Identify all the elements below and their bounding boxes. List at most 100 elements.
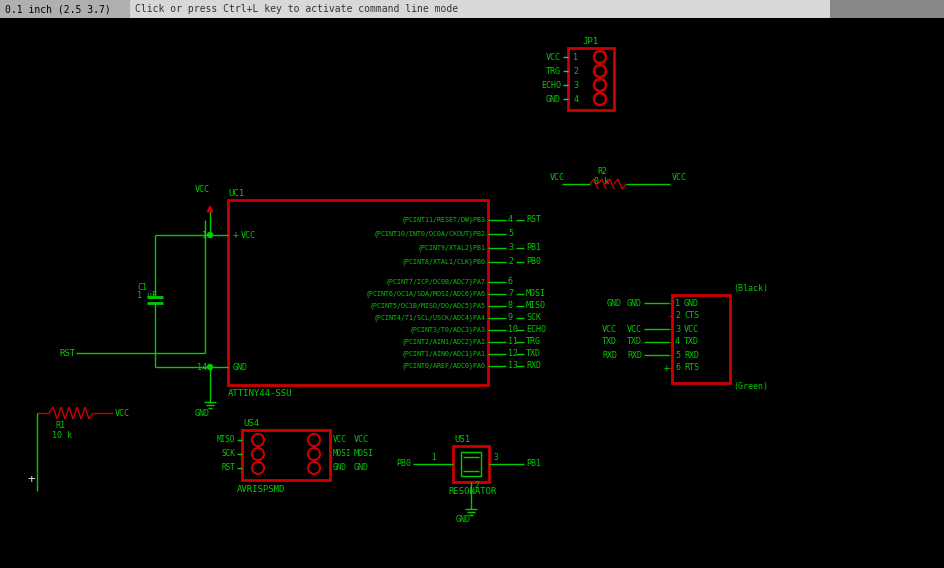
Text: PB1: PB1 [526, 460, 541, 469]
Text: {PCINT11/RESET/DW}PB3: {PCINT11/RESET/DW}PB3 [401, 216, 485, 223]
Text: 11: 11 [508, 337, 518, 346]
Text: TRG: TRG [546, 66, 561, 76]
Text: 7: 7 [508, 290, 513, 299]
Text: 3: 3 [493, 453, 497, 461]
Text: UC1: UC1 [228, 189, 244, 198]
Text: ECHO: ECHO [541, 81, 561, 90]
Text: PB0: PB0 [526, 257, 541, 266]
Text: RESONATOR: RESONATOR [448, 487, 497, 495]
Text: 4: 4 [574, 94, 579, 103]
Text: GND: GND [684, 299, 699, 307]
Text: {PCINT9/XTAL2}PB1: {PCINT9/XTAL2}PB1 [417, 245, 485, 252]
Text: 1: 1 [431, 453, 435, 461]
Text: VCC: VCC [684, 324, 699, 333]
Text: VCC: VCC [672, 173, 687, 182]
Text: {PCINT8/XTAL1/CLK}PB0: {PCINT8/XTAL1/CLK}PB0 [401, 258, 485, 265]
Text: RXD: RXD [684, 350, 699, 360]
Text: {PCINT0/AREF/ADC0}PA0: {PCINT0/AREF/ADC0}PA0 [401, 362, 485, 369]
Text: MISO: MISO [216, 436, 235, 445]
Text: MOSI: MOSI [333, 449, 351, 458]
Text: +: + [27, 473, 35, 486]
Text: RST: RST [59, 349, 75, 357]
Text: Click or press Ctrl+L key to activate command line mode: Click or press Ctrl+L key to activate co… [135, 4, 458, 14]
Bar [461, 452, 481, 476]
Text: GND: GND [546, 94, 561, 103]
Text: {PCINT1/AIN0/ADC1}PA1: {PCINT1/AIN0/ADC1}PA1 [401, 350, 485, 357]
Text: SCK: SCK [526, 314, 541, 323]
Text: 13: 13 [508, 361, 518, 370]
Text: ECHO: ECHO [526, 325, 546, 335]
Bar [830, 0, 944, 18]
Text: 2: 2 [474, 482, 479, 491]
Text: 3: 3 [574, 81, 579, 90]
Text: 1: 1 [675, 299, 680, 307]
Text: RST: RST [526, 215, 541, 224]
Bar [228, 200, 488, 385]
Text: {PCINT5/OC1B/MISO/DO/ADC5}PA5: {PCINT5/OC1B/MISO/DO/ADC5}PA5 [369, 303, 485, 310]
Text: RTS: RTS [684, 364, 699, 373]
Bar [130, 0, 830, 18]
Text: VCC: VCC [333, 436, 346, 445]
Text: {PCINT7/ICP/OC0B/ADC7}PA7: {PCINT7/ICP/OC0B/ADC7}PA7 [385, 279, 485, 285]
Text: CTS: CTS [684, 311, 699, 320]
Text: 3: 3 [675, 324, 680, 333]
Text: 1: 1 [574, 52, 579, 61]
Text: AVRISPSMD: AVRISPSMD [237, 485, 285, 494]
Text: RXD: RXD [602, 350, 617, 360]
Text: GND: GND [333, 463, 346, 473]
Text: MISO: MISO [526, 302, 546, 311]
Text: {PCINT2/AIN1/ADC2}PA2: {PCINT2/AIN1/ADC2}PA2 [401, 339, 485, 345]
Text: 3: 3 [508, 244, 513, 253]
Text: (Green): (Green) [733, 382, 768, 391]
Text: {PCINT4/T1/SCL/USCK/ADC4}PA4: {PCINT4/T1/SCL/USCK/ADC4}PA4 [373, 315, 485, 321]
Text: US1: US1 [454, 435, 470, 444]
Bar [0, 0, 130, 18]
Text: MOSI: MOSI [354, 449, 374, 458]
Bar [672, 295, 730, 383]
Text: ATTINY44-SSU: ATTINY44-SSU [228, 389, 293, 398]
Text: SCK: SCK [221, 449, 235, 458]
Bar [568, 48, 614, 110]
Text: GND: GND [456, 516, 470, 524]
Text: 2: 2 [574, 66, 579, 76]
Text: PB0: PB0 [396, 460, 411, 469]
Text: VCC: VCC [602, 324, 617, 333]
Bar [0, 0, 944, 18]
Bar [453, 446, 489, 482]
Text: VCC: VCC [115, 408, 130, 417]
Text: +: + [663, 363, 669, 373]
Text: 1 uF: 1 uF [137, 291, 157, 300]
Text: 14: 14 [197, 362, 207, 371]
Text: 5: 5 [508, 229, 513, 239]
Circle shape [208, 232, 212, 237]
Text: RXD: RXD [526, 361, 541, 370]
Text: 10 k: 10 k [52, 431, 72, 440]
Text: 6: 6 [675, 364, 680, 373]
Circle shape [208, 365, 212, 370]
Text: VCC: VCC [241, 231, 256, 240]
Text: 0.1 inch (2.5 3.7): 0.1 inch (2.5 3.7) [5, 4, 110, 14]
Text: TXD: TXD [602, 337, 617, 346]
Text: 10: 10 [508, 325, 518, 335]
Text: 4: 4 [508, 215, 513, 224]
Text: RST: RST [221, 463, 235, 473]
Text: {PCINT10/INT0/OC0A/CKOUT}PB2: {PCINT10/INT0/OC0A/CKOUT}PB2 [373, 231, 485, 237]
Text: R1: R1 [55, 420, 65, 429]
Text: 9: 9 [508, 314, 513, 323]
Text: 2: 2 [508, 257, 513, 266]
Text: GND: GND [607, 299, 622, 307]
Text: 12: 12 [508, 349, 518, 358]
Text: VCC: VCC [546, 52, 561, 61]
Bar [242, 430, 330, 480]
Text: VCC: VCC [354, 436, 369, 445]
Text: TXD: TXD [627, 337, 642, 346]
Text: 5: 5 [675, 350, 680, 360]
Text: C1: C1 [137, 283, 147, 293]
Text: 2: 2 [675, 311, 680, 320]
Text: TRG: TRG [526, 337, 541, 346]
Text: 4: 4 [675, 337, 680, 346]
Text: JP1: JP1 [583, 36, 599, 45]
Text: PB1: PB1 [526, 244, 541, 253]
Text: TXD: TXD [684, 337, 699, 346]
Bar [0, 0, 130, 18]
